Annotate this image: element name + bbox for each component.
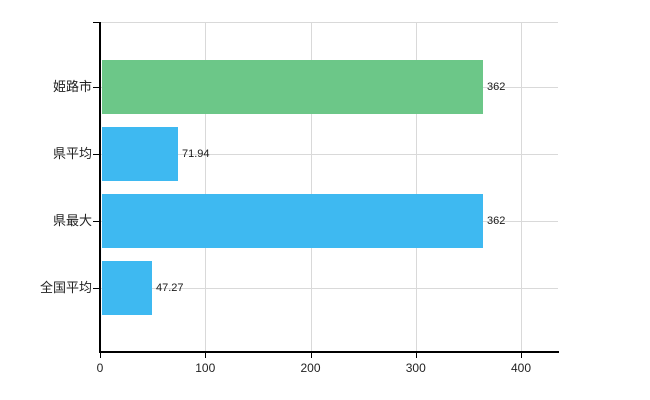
bar (102, 194, 483, 248)
y-tick (93, 87, 99, 88)
vertical-gridline (205, 22, 207, 352)
x-tick-label: 0 (96, 361, 104, 375)
horizontal-gridline (100, 288, 558, 289)
bar (102, 127, 178, 181)
category-label: 県平均 (52, 146, 92, 161)
x-tick-label: 200 (300, 361, 321, 375)
x-tick-label: 300 (405, 361, 426, 375)
y-tick (93, 221, 99, 222)
bar-value-label: 71.94 (182, 148, 210, 160)
bar-value-label: 362 (487, 81, 506, 93)
y-axis-line (99, 22, 101, 353)
x-tick (205, 352, 207, 358)
x-tick-label: 100 (195, 361, 216, 375)
vertical-gridline (310, 22, 312, 352)
x-axis-line (99, 351, 559, 353)
x-tick (521, 352, 522, 358)
category-label: 県最大 (52, 213, 92, 228)
vertical-gridline (415, 22, 417, 352)
y-tick (93, 288, 99, 289)
vertical-gridline (521, 22, 522, 352)
category-label: 全国平均 (39, 280, 92, 295)
bar (102, 60, 483, 114)
plot-top-gridline (100, 22, 558, 23)
category-label: 姫路市 (52, 79, 92, 94)
bar-value-label: 47.27 (156, 282, 184, 294)
x-tick (100, 352, 101, 358)
y-tick (93, 154, 99, 155)
x-tick (310, 352, 312, 358)
y-axis-end-tick (93, 22, 99, 23)
bar-value-label: 362 (487, 215, 506, 227)
x-tick-label: 400 (510, 361, 532, 375)
horizontal-gridline (100, 154, 558, 155)
x-tick (415, 352, 417, 358)
bar (102, 261, 152, 315)
